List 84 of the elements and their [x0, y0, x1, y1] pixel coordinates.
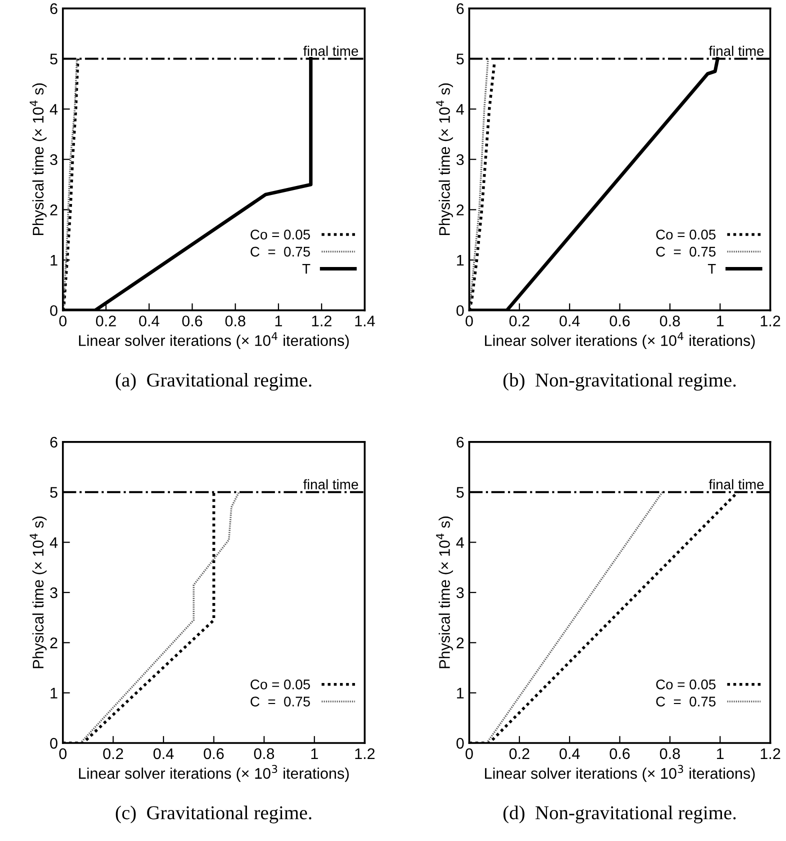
x-tick-label: 0.6 [610, 748, 630, 760]
y-tick-label: 3 [50, 154, 58, 166]
y-tick-label: 0 [50, 738, 58, 749]
x-axis-title: Linear solver iterations (× 10$^{4}$ iterations) [79, 332, 349, 350]
x-tick-label: 0 [466, 748, 473, 760]
x-tick-label: 0.6 [204, 748, 224, 760]
ref-line-label: final time [303, 46, 358, 56]
y-tick-label: 4 [456, 537, 464, 548]
y-tick-label: 1 [457, 255, 464, 266]
y-tick-label: 6 [456, 3, 464, 14]
x-tick-label: 0.2 [509, 316, 530, 326]
x-axis-title: Linear solver iterations (× 10$^{4}$ iterations) [485, 332, 755, 350]
x-tick-label: 0.8 [660, 748, 680, 760]
x-tick-label: 1.2 [355, 748, 375, 759]
x-tick-label: 0.6 [610, 316, 630, 326]
y-axis-title: Physical time (× 10$^{4}$ s) [436, 516, 453, 668]
y-tick-label: 5 [50, 54, 58, 64]
x-tick-label: 0 [59, 748, 67, 760]
y-tick-label: 1 [457, 688, 464, 698]
x-tick-label: 0.4 [560, 748, 580, 760]
x-tick-label: 0 [466, 316, 473, 326]
ref-line-label: final time [303, 479, 358, 490]
y-tick-label: 2 [50, 638, 58, 648]
y-tick-label: 5 [456, 487, 464, 498]
x-tick-label: 1.2 [760, 316, 780, 326]
legend-label: T [302, 264, 310, 274]
legend-label: C = 0.75 [250, 696, 310, 706]
legend-label: C = 0.75 [656, 246, 716, 257]
x-tick-label: 1.2 [312, 316, 332, 326]
y-tick-label: 3 [456, 587, 464, 598]
y-axis-title: Physical time (× 10$^{4}$ s) [436, 83, 453, 236]
y-tick-label: 2 [456, 638, 464, 648]
ref-line-label: final time [708, 46, 764, 56]
y-tick-label: 1 [50, 688, 58, 698]
y-tick-label: 4 [456, 104, 464, 115]
y-tick-label: 0 [456, 305, 464, 316]
text: (b) Non-gravitational regime. [503, 372, 736, 391]
y-tick-label: 3 [456, 154, 464, 166]
x-tick-label: 1 [717, 748, 724, 759]
text: (d) Non-gravitational regime. [503, 806, 736, 824]
y-tick-label: 2 [456, 204, 464, 216]
y-tick-label: 6 [50, 436, 58, 448]
legend-label: C = 0.75 [656, 696, 716, 706]
x-tick-label: 0.2 [509, 748, 530, 760]
x-tick-label: 0.4 [153, 748, 174, 760]
y-tick-label: 6 [50, 3, 58, 14]
x-tick-label: 0.4 [560, 316, 580, 326]
legend-label: Co = 0.05 [250, 230, 310, 240]
y-tick-label: 0 [456, 738, 464, 749]
y-tick-label: 0 [50, 305, 58, 316]
y-tick-label: 4 [50, 104, 58, 115]
legend-label: Co = 0.05 [250, 680, 310, 690]
text: (c) Gravitational regime. [116, 806, 312, 824]
x-tick-label: 0.2 [103, 748, 124, 760]
x-axis-title: Linear solver iterations (× 10$^{3}$ iterations) [485, 764, 755, 782]
x-tick-label: 0.8 [225, 316, 246, 326]
ref-line-label: final time [708, 479, 764, 490]
y-tick-label: 2 [50, 204, 58, 216]
legend-label: Co = 0.05 [656, 680, 716, 690]
y-axis-title: Physical time (× 10$^{4}$ s) [30, 83, 47, 236]
x-tick-label: 0.4 [139, 316, 160, 326]
x-tick-label: 0.8 [660, 316, 680, 326]
x-tick-label: 1.2 [760, 748, 780, 759]
y-tick-label: 1 [50, 255, 58, 266]
x-tick-label: 0 [59, 316, 67, 326]
x-tick-label: 1.4 [355, 316, 375, 326]
x-tick-label: 0.8 [254, 748, 274, 760]
line-series [469, 58, 489, 310]
legend-label: T [708, 264, 716, 274]
x-tick-label: 0.2 [96, 316, 116, 326]
y-axis-title: Physical time (× 10$^{4}$ s) [30, 516, 47, 668]
x-tick-label: 1 [311, 748, 318, 759]
x-axis-title: Linear solver iterations (× 10$^{3}$ iterations) [79, 764, 349, 782]
x-tick-label: 0.6 [182, 316, 202, 326]
x-tick-label: 1 [275, 316, 282, 326]
y-tick-label: 3 [50, 587, 58, 598]
y-tick-label: 4 [50, 537, 58, 548]
legend-label: Co = 0.05 [656, 230, 716, 240]
y-tick-label: 6 [456, 436, 464, 448]
y-tick-label: 5 [456, 54, 464, 64]
x-tick-label: 1 [717, 316, 724, 326]
y-tick-label: 5 [50, 487, 58, 498]
text: (a) Gravitational regime. [116, 372, 312, 391]
legend-label: C = 0.75 [250, 246, 310, 257]
